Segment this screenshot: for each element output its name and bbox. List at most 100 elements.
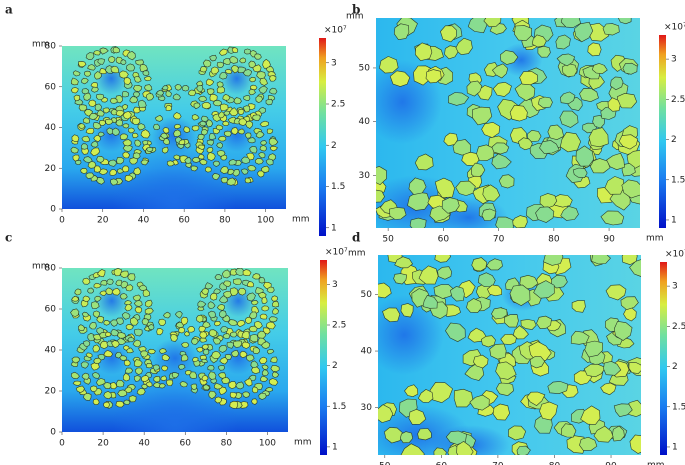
grain: [258, 356, 268, 365]
grain: [160, 132, 168, 140]
grain: [181, 354, 189, 362]
grain: [622, 62, 638, 75]
grain: [208, 329, 218, 338]
grain: [160, 375, 167, 382]
grain: [579, 436, 598, 451]
grain: [219, 103, 229, 112]
grain: [92, 398, 100, 405]
grain: [193, 102, 201, 110]
grain: [560, 205, 579, 221]
grain: [111, 340, 120, 349]
x-tick-label: 70: [492, 462, 504, 465]
grain: [199, 120, 207, 127]
grain: [470, 162, 486, 180]
grain: [434, 177, 455, 198]
grain: [511, 215, 528, 228]
grain: [140, 129, 151, 139]
grain: [237, 128, 245, 135]
grain: [205, 166, 212, 173]
grain: [103, 320, 111, 326]
grain: [269, 87, 278, 95]
colorbar-tick-label: 2: [332, 361, 338, 371]
grain: [491, 63, 509, 79]
grain: [618, 134, 639, 150]
grain: [124, 174, 134, 182]
grain: [190, 383, 198, 391]
grain: [83, 92, 92, 101]
grain: [539, 140, 560, 154]
grain: [128, 395, 137, 403]
grain: [105, 287, 114, 295]
grain: [103, 390, 113, 400]
grain: [216, 303, 225, 311]
y-tick-label: 30: [359, 171, 371, 181]
grain: [483, 18, 502, 28]
grain: [223, 110, 231, 116]
grain: [547, 381, 569, 395]
grain: [123, 359, 131, 367]
grain: [75, 385, 85, 393]
grain: [201, 374, 209, 382]
grain: [187, 326, 195, 333]
grain: [571, 300, 586, 313]
grain: [201, 344, 209, 350]
grain: [159, 383, 166, 389]
grain: [472, 106, 493, 126]
grain: [444, 45, 459, 60]
colorbar-tick-label: 3: [672, 282, 678, 292]
grain: [254, 158, 264, 165]
x-tick-label: 90: [603, 235, 615, 245]
grain: [603, 360, 622, 376]
grain: [526, 391, 546, 406]
x-tick-label: 20: [97, 439, 109, 449]
grain: [217, 135, 227, 142]
grain: [81, 311, 89, 318]
grain: [235, 381, 245, 390]
y-unit: mm: [348, 249, 366, 259]
colorbar-tick-label: 1: [672, 442, 678, 452]
grain: [477, 272, 496, 288]
grain: [71, 356, 81, 364]
grain: [533, 280, 555, 299]
grain: [219, 310, 227, 319]
grain: [559, 91, 576, 105]
grain: [254, 320, 263, 329]
grain: [587, 42, 602, 57]
y-unit: mm: [32, 262, 50, 272]
grain: [491, 307, 508, 320]
grain: [600, 210, 625, 226]
grain: [107, 56, 116, 63]
grain: [268, 137, 279, 146]
grain: [612, 425, 625, 442]
grain: [134, 367, 143, 375]
grain: [93, 50, 101, 56]
y-tick-label: 0: [50, 428, 56, 438]
grain: [129, 96, 139, 104]
grain: [183, 126, 191, 134]
grain: [238, 118, 247, 126]
grain: [156, 328, 164, 336]
grain: [271, 295, 278, 302]
grain: [516, 445, 531, 455]
grain: [429, 381, 453, 404]
grain: [241, 168, 249, 175]
grain: [464, 363, 485, 381]
grain: [244, 378, 253, 387]
grain: [90, 147, 100, 157]
grain: [207, 301, 216, 310]
grain: [110, 178, 119, 186]
grain: [117, 168, 124, 174]
grain: [88, 99, 97, 107]
grain: [181, 342, 190, 348]
y-tick-label: 20: [45, 387, 57, 397]
grain: [138, 106, 147, 112]
grain: [83, 156, 93, 163]
grain: [206, 88, 215, 95]
grain: [197, 133, 205, 140]
grain: [256, 170, 265, 178]
colorbar-tick-label: 1.5: [331, 182, 345, 192]
grain: [509, 104, 528, 122]
colorbar-tick-label: 2.5: [671, 95, 685, 105]
grain: [251, 386, 259, 394]
y-tick-label: 40: [45, 346, 57, 356]
